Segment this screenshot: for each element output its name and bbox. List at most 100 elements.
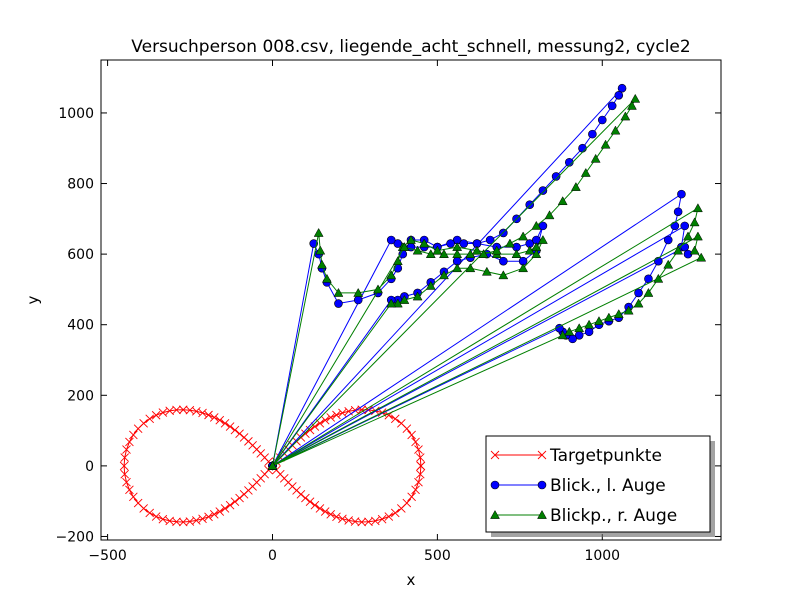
series-layer (119, 83, 707, 527)
series-0-point-76-b (204, 410, 213, 420)
series-0-point-3-b (411, 437, 420, 447)
series-0-point-42-b (215, 507, 225, 516)
series-0-point-103-b (326, 509, 336, 519)
series-2-point-11 (406, 234, 416, 244)
series-2-point-8 (386, 270, 397, 280)
series-0-point-110 (370, 516, 380, 526)
series-0-point-85-b (248, 441, 257, 450)
series-2-point-51 (439, 249, 449, 258)
series-0-point-18 (320, 415, 330, 425)
series-0-point-19-b (315, 418, 325, 428)
series-0-point-71-b (172, 405, 181, 415)
series-2-point-22 (518, 263, 529, 273)
series-0-point-116 (407, 492, 416, 502)
series-0-point-113 (390, 508, 400, 518)
series-2-point-20 (537, 234, 548, 244)
legend-marker-a-0 (490, 450, 500, 460)
series-0-point-68 (151, 410, 161, 420)
series-2-point-61 (653, 273, 664, 283)
series-0-point-55-b (133, 498, 143, 508)
series-1-point-5 (334, 299, 343, 308)
series-2-point-74 (689, 245, 700, 255)
y-tick-label-3: 400 (67, 318, 94, 334)
series-0-point-50 (165, 516, 174, 526)
series-0-point-6 (397, 418, 406, 428)
legend-marker-b-1 (537, 480, 547, 490)
series-0-point-15-b (338, 408, 347, 418)
series-2-point-9 (392, 256, 403, 266)
series-0-point-20 (310, 422, 320, 431)
series-1-point-56 (677, 189, 686, 199)
series-2-point-62 (643, 287, 654, 297)
series-0-point-120-b (416, 461, 426, 471)
series-0-point-97 (296, 489, 306, 499)
series-0-point-72-b (178, 405, 188, 415)
series-0-point-119 (415, 469, 425, 479)
series-2-point-23 (498, 270, 509, 280)
series-0-point-44 (204, 512, 213, 522)
series-0-point-22 (301, 429, 310, 439)
series-0-point-51 (158, 514, 168, 524)
series-0-point-21-b (305, 425, 315, 435)
series-2-point-46 (505, 238, 515, 248)
series-0-point-102 (320, 507, 330, 516)
series-1-point-46 (485, 235, 495, 245)
series-0-point-100 (310, 500, 320, 510)
series-0-point-117-b (411, 485, 420, 495)
series-0-point-70-b (165, 406, 174, 416)
series-0-point-103 (326, 509, 336, 519)
series-0-point-53 (145, 508, 155, 518)
series-0-point-78-b (215, 415, 225, 425)
series-0-point-109-b (364, 517, 373, 527)
series-2-point-54 (399, 242, 410, 251)
series-0-point-59-b (120, 469, 130, 479)
series-2-point-60 (663, 259, 674, 269)
series-2-point-15 (472, 245, 482, 255)
series-0-point-5-b (402, 424, 412, 433)
series-1-point-62 (634, 288, 643, 298)
series-0-point-99 (305, 497, 315, 507)
series-2-point-4 (321, 273, 332, 283)
series-2-point-27 (439, 270, 449, 280)
series-0-point-108 (357, 517, 367, 527)
series-0-point-20-b (310, 422, 320, 431)
series-0-point-47 (185, 517, 195, 526)
series-0-point-67-b (145, 414, 155, 424)
series-0-point-40 (225, 500, 235, 510)
series-0-point-75-b (198, 408, 207, 418)
y-tick-label-5: 800 (67, 177, 94, 193)
series-0-point-112-b (384, 512, 394, 521)
series-2-point-44 (531, 220, 542, 230)
legend-marker-a-2 (490, 509, 500, 519)
series-0-point-61 (120, 453, 130, 462)
legend-marker-a-1 (490, 480, 500, 490)
series-1-point-40 (564, 158, 574, 167)
series-0-point-38-b (235, 493, 244, 503)
series-2-point-37 (610, 125, 621, 135)
series-0-point-66 (139, 418, 148, 428)
series-0-point-16-b (332, 410, 341, 420)
series-0-point-116-b (407, 492, 416, 502)
series-0-point-4 (407, 430, 416, 440)
series-0-point-81-b (230, 425, 240, 435)
series-0-point-62 (122, 445, 131, 454)
series-2-point-52 (425, 249, 436, 258)
series-0-point-64 (129, 430, 138, 440)
series-0-point-81 (230, 425, 240, 435)
series-0-point-15 (338, 408, 347, 418)
y-tick-label-6: 1000 (58, 106, 94, 122)
series-0-point-93-b (279, 473, 289, 483)
series-0-point-21 (305, 425, 315, 435)
series-1 (268, 83, 693, 471)
series-0-point-2-b (414, 445, 423, 454)
series-2-point-30 (399, 294, 410, 304)
x-tick-label-1: 0 (268, 548, 277, 564)
series-0-point-41-b (220, 504, 230, 513)
series-2-point-56 (692, 203, 703, 213)
series-0-point-118-b (414, 477, 423, 487)
series-0-point-96-b (292, 486, 301, 495)
series-0-point-43-b (209, 509, 219, 519)
series-0-point-37-b (239, 489, 249, 499)
series-0-point-107 (350, 517, 360, 526)
series-2-point-2 (315, 245, 326, 255)
